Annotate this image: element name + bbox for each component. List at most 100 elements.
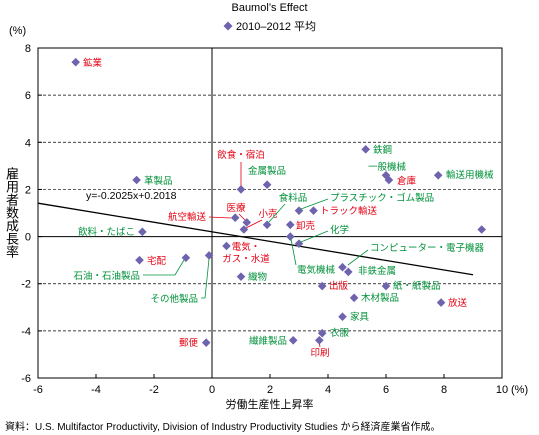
y-axis-unit: (%) (9, 25, 27, 37)
data-point (138, 227, 147, 237)
point-label: 織物 (248, 271, 268, 283)
data-point (361, 145, 370, 154)
point-label: トラック輸送 (320, 205, 378, 217)
point-label: 食料品 (279, 192, 308, 204)
y-tick-label: 0 (25, 232, 31, 244)
point-label: 一般機械 (368, 161, 407, 173)
leader-line (268, 203, 286, 223)
data-point (262, 220, 272, 230)
point-label: 電気機械 (297, 264, 336, 276)
y-tick-label: 2 (25, 184, 31, 196)
x-tick-label: 0 (209, 384, 215, 396)
y-axis-label: 雇用者数成長率 (4, 167, 19, 258)
data-point (239, 225, 249, 234)
diamond-icon (223, 21, 233, 31)
data-point (294, 239, 304, 248)
data-point (132, 175, 141, 185)
leader-line (300, 198, 329, 210)
point-label: 卸売 (296, 220, 315, 232)
data-point (309, 206, 318, 215)
leader-line (319, 343, 321, 348)
leader-line (347, 249, 369, 266)
data-point (236, 272, 246, 281)
point-label: 衣服 (330, 327, 350, 339)
y-tick-label: 4 (25, 137, 31, 149)
legend: 2010–2012 平均 (0, 18, 539, 34)
leader-line (300, 230, 329, 243)
leader-line (290, 238, 297, 266)
point-label: 化学 (330, 224, 349, 236)
data-point (242, 218, 252, 227)
data-point (317, 328, 327, 338)
x-tick-label: -4 (91, 384, 101, 396)
data-point (384, 175, 394, 185)
data-point (349, 293, 359, 303)
data-point (181, 253, 191, 263)
point-label: 鉱業 (83, 57, 103, 69)
data-point (317, 281, 327, 291)
x-tick-label: 4 (325, 384, 331, 396)
x-axis-label: 労働生産性上昇率 (225, 399, 314, 411)
data-point (262, 180, 272, 190)
y-axis: 8 6 4 2 0 -2 -4 -6 (21, 43, 42, 385)
point-label: 出版 (329, 280, 349, 292)
point-label: 輸送用機械 (446, 169, 494, 181)
leader-line (201, 258, 210, 299)
x-tick-label: -2 (149, 384, 159, 396)
point-label: 石油・石油製品 (73, 270, 140, 282)
data-point (433, 170, 443, 180)
x-tick-label: 2 (267, 384, 273, 396)
data-point (294, 206, 304, 215)
gridlines (38, 94, 502, 332)
x-tick-label: 10 (496, 384, 508, 396)
point-label: 郵便 (179, 337, 199, 349)
point-label: 紙・紙製品 (393, 280, 441, 292)
y-tick-label: 8 (25, 43, 31, 55)
data-point (201, 338, 211, 347)
point-label: 金属製品 (248, 165, 286, 177)
x-tick-label: -6 (33, 384, 43, 396)
data-point (286, 220, 295, 230)
point-label: 革製品 (144, 175, 173, 187)
data-point (436, 298, 446, 307)
y-tick-label: -6 (21, 373, 31, 385)
data-point (381, 281, 391, 291)
x-axis: -6 -4 -2 0 2 4 6 8 10 (%) (33, 374, 528, 396)
point-label: 倉庫 (397, 175, 417, 187)
point-label: 繊維製品 (249, 335, 287, 347)
data-point (315, 335, 324, 345)
x-tick-label: 8 (441, 384, 447, 396)
point-label: コンピューター・電子機器 (370, 242, 485, 254)
point-label: 鉄鋼 (373, 144, 392, 156)
point-label: その他製品 (150, 293, 198, 305)
data-point (236, 185, 246, 194)
source-note: 資料：U.S. Multifactor Productivity, Divisi… (5, 422, 441, 433)
leader-line (208, 216, 232, 219)
point-label: 小売 (258, 208, 277, 220)
data-point (230, 213, 240, 223)
data-point (288, 335, 298, 345)
point-label: 放送 (448, 297, 468, 309)
point-label: プラスチック・ゴム製品 (330, 192, 434, 204)
data-points (71, 57, 486, 347)
data-point (286, 232, 295, 241)
chart-title: Baumol’s Effect (231, 2, 308, 14)
legend-label: 2010–2012 平均 (235, 21, 317, 33)
point-label: 家具 (350, 311, 370, 323)
point-label: 航空輸送 (168, 211, 207, 223)
data-point (71, 57, 80, 67)
point-label: 木材製品 (361, 292, 399, 304)
point-label: 宅配 (147, 255, 167, 267)
data-point (222, 241, 231, 251)
data-point (344, 267, 353, 277)
point-label: 印刷 (310, 347, 329, 359)
y-tick-label: 6 (25, 90, 31, 102)
leader-line (143, 259, 185, 276)
x-axis-unit: (%) (511, 384, 528, 396)
point-label: 飲料・たばこ (78, 226, 135, 238)
y-tick-label: -2 (21, 279, 31, 291)
data-point (338, 312, 347, 322)
point-label: 非鉄金属 (358, 265, 396, 277)
